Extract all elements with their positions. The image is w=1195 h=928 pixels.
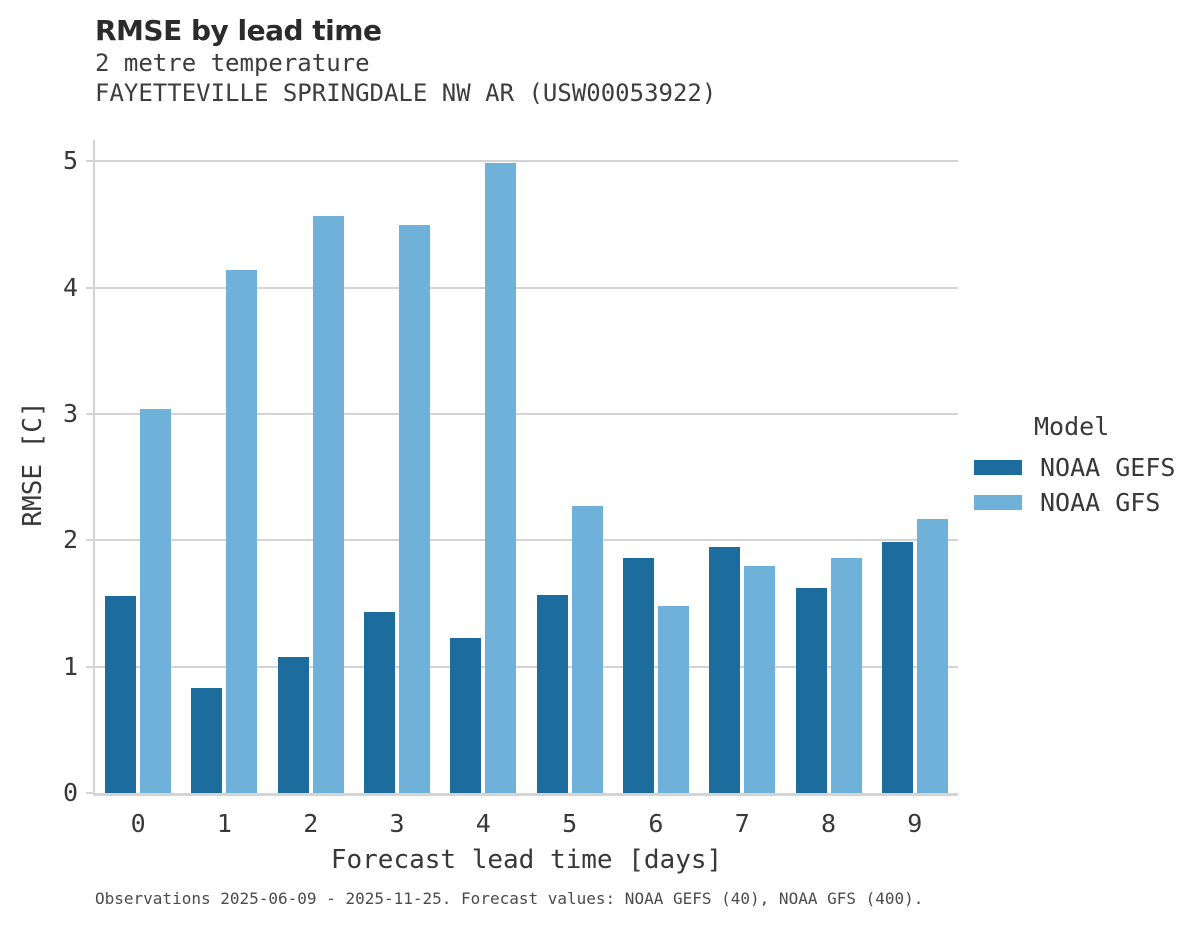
legend-label: NOAA GFS	[1040, 488, 1161, 517]
gridline-y-1	[95, 665, 958, 668]
x-tick-label-6: 6	[648, 809, 664, 838]
y-tick-mark	[86, 792, 93, 794]
x-tick-label-1: 1	[216, 809, 232, 838]
chart-subtitle: 2 metre temperature	[95, 49, 370, 77]
chart-title: RMSE by lead time	[95, 14, 382, 47]
bar-group-lead-6	[613, 140, 699, 793]
gridline-y-2	[95, 539, 958, 542]
bar-noaa-gefs-lead-6	[622, 558, 654, 793]
x-tick-label-8: 8	[821, 809, 837, 838]
bar-noaa-gefs-lead-0	[105, 595, 137, 793]
y-tick-label-0: 0	[62, 778, 78, 807]
bar-noaa-gefs-lead-1	[191, 688, 223, 793]
y-tick-labels: 0 1 2 3 4 5	[30, 140, 78, 806]
y-tick-mark	[86, 160, 93, 163]
chart-station: FAYETTEVILLE SPRINGDALE NW AR (USW000539…	[95, 79, 717, 107]
y-tick-mark	[86, 539, 93, 542]
bar-group-lead-7	[699, 140, 785, 793]
y-tick-label-5: 5	[62, 146, 78, 176]
x-tick-label-4: 4	[475, 809, 491, 838]
legend-entries: NOAA GEFS NOAA GFS	[974, 450, 1189, 520]
legend-label: NOAA GEFS	[1040, 453, 1176, 482]
chart-header: RMSE by lead time 2 metre temperature FA…	[95, 14, 716, 108]
y-tick-mark	[86, 665, 93, 668]
bar-group-lead-5	[527, 140, 613, 793]
x-axis-title: Forecast lead time [days]	[330, 845, 723, 875]
legend-swatch-icon	[974, 495, 1022, 510]
bar-noaa-gefs-lead-3	[364, 612, 396, 793]
bar-noaa-gfs-lead-5	[571, 506, 603, 793]
bar-noaa-gefs-lead-7	[709, 546, 741, 793]
gridline-y-5	[95, 160, 958, 163]
bar-noaa-gfs-lead-4	[485, 162, 517, 793]
bar-group-lead-4	[440, 140, 526, 793]
bar-noaa-gfs-lead-0	[140, 409, 172, 793]
bar-group-lead-0	[95, 140, 181, 793]
caption: Observations 2025-06-09 - 2025-11-25. Fo…	[95, 889, 924, 908]
legend-entry-noaa-gefs: NOAA GEFS	[974, 450, 1189, 485]
gridline-y-3	[95, 413, 958, 416]
bar-noaa-gefs-lead-5	[536, 594, 568, 793]
x-tick-label-2: 2	[303, 809, 319, 838]
y-tick-label-3: 3	[62, 399, 78, 429]
legend: Model NOAA GEFS NOAA GFS	[974, 412, 1189, 520]
x-tick-label-7: 7	[734, 809, 750, 838]
x-tick-labels: 0 1 2 3 4 5 6 7 8 9	[95, 810, 958, 840]
bar-noaa-gefs-lead-2	[277, 656, 309, 793]
x-tick-label-5: 5	[562, 809, 578, 838]
bar-group-lead-3	[354, 140, 440, 793]
bar-group-lead-1	[181, 140, 267, 793]
bar-noaa-gfs-lead-6	[657, 606, 689, 793]
bar-group-lead-9	[872, 140, 958, 793]
bar-noaa-gefs-lead-8	[795, 588, 827, 793]
legend-entry-noaa-gfs: NOAA GFS	[974, 485, 1189, 520]
bar-group-lead-2	[268, 140, 354, 793]
legend-swatch-icon	[974, 460, 1022, 475]
x-tick-label-0: 0	[130, 809, 146, 838]
y-tick-label-2: 2	[62, 525, 78, 555]
bar-noaa-gfs-lead-3	[399, 224, 431, 793]
bar-noaa-gfs-lead-9	[916, 518, 948, 793]
bar-noaa-gfs-lead-2	[312, 215, 344, 793]
y-tick-mark	[86, 413, 93, 416]
bar-noaa-gefs-lead-9	[881, 541, 913, 793]
bar-noaa-gfs-lead-1	[226, 270, 258, 793]
y-tick-label-4: 4	[62, 272, 78, 302]
gridline-y-4	[95, 286, 958, 289]
y-tick-label-1: 1	[62, 651, 78, 681]
y-tick-mark	[86, 286, 93, 289]
plot-area	[86, 140, 958, 796]
bar-noaa-gefs-lead-4	[450, 637, 482, 793]
bar-noaa-gfs-lead-8	[830, 558, 862, 793]
x-tick-label-3: 3	[389, 809, 405, 838]
bar-group-lead-8	[785, 140, 871, 793]
bar-noaa-gfs-lead-7	[744, 565, 776, 793]
x-tick-label-9: 9	[907, 809, 923, 838]
legend-title: Model	[1034, 412, 1110, 441]
